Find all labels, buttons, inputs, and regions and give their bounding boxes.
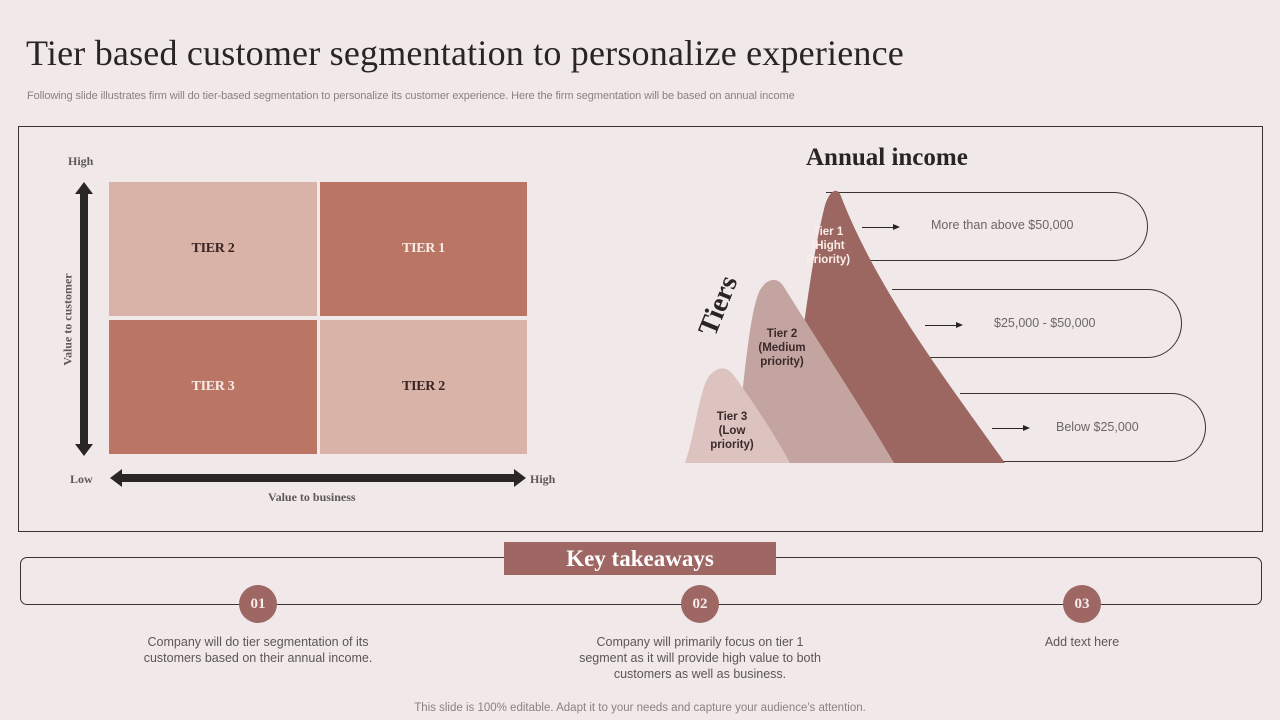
y-axis-label: Value to customer (60, 273, 75, 366)
matrix-cell-bottom-right: TIER 2 (320, 320, 527, 454)
page-title: Tier based customer segmentation to pers… (26, 33, 904, 73)
matrix-cell-bottom-left: TIER 3 (109, 320, 317, 454)
takeaway-number-badge: 03 (1063, 585, 1101, 623)
footer-note: This slide is 100% editable. Adapt it to… (414, 702, 866, 714)
arrow-right-icon (992, 425, 1030, 431)
arrow-right-icon (925, 322, 963, 328)
takeaway-number-badge: 02 (681, 585, 719, 623)
takeaway-number-badge: 01 (239, 585, 277, 623)
arrow-right-icon (862, 224, 900, 230)
peak-label-tier-3: Tier 3 (Low priority) (710, 411, 754, 451)
income-bracket-tier-3 (960, 393, 1206, 462)
peak-label-tier-1: Tier 1 (Hight Priority) (805, 226, 851, 266)
annual-income-title: Annual income (806, 144, 968, 171)
income-range-tier-2: $25,000 - $50,000 (994, 316, 1096, 330)
content-frame (18, 126, 1263, 532)
income-bracket-tier-1 (826, 192, 1148, 261)
takeaway-text: Company will do tier segmentation of its… (143, 635, 373, 665)
income-range-tier-3: Below $25,000 (1056, 420, 1139, 434)
income-bracket-tier-2 (892, 289, 1182, 358)
x-axis-label: Value to business (268, 490, 356, 504)
takeaway-text: Add text here (1044, 635, 1120, 649)
matrix-cell-top-left: TIER 2 (109, 182, 317, 316)
peak-label-tier-2: Tier 2 (Medium priority) (758, 328, 806, 368)
x-axis-low-label: Low (70, 472, 93, 486)
tier-mountains-graphic (685, 190, 1005, 463)
income-range-tier-1: More than above $50,000 (931, 218, 1074, 232)
takeaway-text: Company will primarily focus on tier 1 s… (579, 635, 821, 681)
y-axis-high-label: High (68, 154, 94, 168)
page-subtitle: Following slide illustrates firm will do… (27, 90, 795, 102)
takeaways-heading: Key takeaways (504, 542, 776, 575)
x-axis-double-arrow-icon (110, 469, 526, 487)
x-axis-high-label: High (530, 472, 556, 486)
matrix-cell-top-right: TIER 1 (320, 182, 527, 316)
y-axis-double-arrow-icon (75, 182, 93, 456)
